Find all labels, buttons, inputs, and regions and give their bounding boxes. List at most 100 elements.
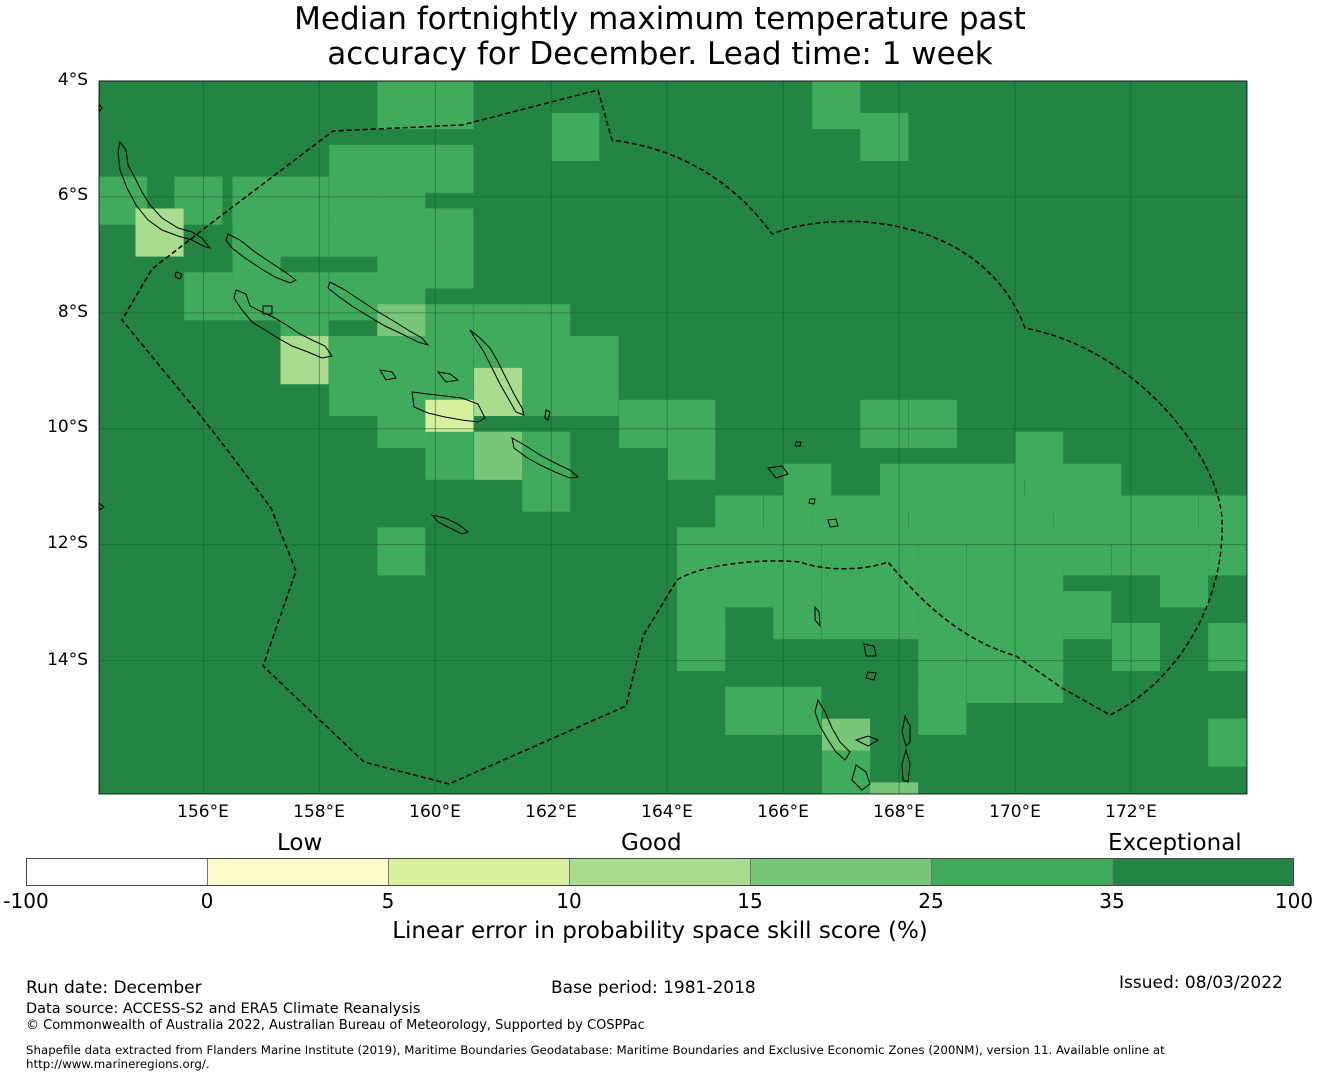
rennell-coastline <box>430 514 470 535</box>
legend-category-exceptional: Exceptional <box>1108 830 1242 856</box>
skill-cell <box>522 463 571 512</box>
new-georgia-coastline <box>233 289 333 359</box>
skill-cell <box>329 208 378 257</box>
gaua-coastline <box>863 643 877 657</box>
skill-cell <box>812 81 861 130</box>
lon-label-156e: 156°E <box>177 802 229 822</box>
skill-cell <box>667 431 716 480</box>
eez-boundary-dashed <box>121 89 1223 785</box>
skill-cell <box>551 112 600 161</box>
skill-cell <box>425 431 474 480</box>
run-date: Run date: December <box>26 978 202 998</box>
skill-cell <box>1063 591 1112 640</box>
small-island-d <box>794 441 802 447</box>
map-frame <box>98 80 1248 795</box>
skill-cell <box>870 782 919 794</box>
small-island-f <box>814 605 821 628</box>
ambae-coastline <box>854 735 880 747</box>
lon-label-172e: 172°E <box>1105 802 1157 822</box>
skill-cell <box>860 112 909 161</box>
colorbar-segment <box>208 859 389 885</box>
lat-label-4s: 4°S <box>57 70 88 90</box>
skill-cell <box>967 654 1016 703</box>
legend-category-low: Low <box>277 830 323 856</box>
skill-cell <box>280 208 329 257</box>
lon-label-160e: 160°E <box>409 802 461 822</box>
lon-label-162e: 162°E <box>525 802 577 822</box>
skill-cell <box>329 272 378 321</box>
malekula-coastline <box>851 764 871 791</box>
santa-cruz-coastline <box>767 465 789 479</box>
colorbar-tick: 5 <box>381 889 395 913</box>
skill-cell <box>1015 654 1064 703</box>
skill-cells <box>99 81 1247 794</box>
skill-cell <box>425 240 474 289</box>
colorbar-tick: -100 <box>3 889 49 913</box>
colorbar-tick: 25 <box>918 889 944 913</box>
skill-cell <box>918 686 967 735</box>
shapefile-credit-line-1: Shapefile data extracted from Flanders M… <box>26 1043 1165 1057</box>
espiritu-santo-coastline <box>814 698 851 761</box>
skill-cell <box>570 367 619 416</box>
skill-cell <box>1208 527 1247 576</box>
lat-label-6s: 6°S <box>57 185 88 205</box>
skill-cell <box>822 591 871 640</box>
lat-label-12s: 12°S <box>47 533 88 553</box>
bougainville-coastline <box>117 140 212 249</box>
vanikoro-coastline <box>827 518 839 528</box>
colorbar-segment <box>932 859 1113 885</box>
makira-coastline <box>511 437 580 479</box>
colorbar-segment <box>570 859 751 885</box>
lat-label-10s: 10°S <box>47 417 88 437</box>
skill-cell <box>1208 623 1247 672</box>
colorbar <box>26 858 1294 886</box>
skill-cell <box>377 399 426 448</box>
issued-date: Issued: 08/03/2022 <box>1119 973 1283 993</box>
lon-label-158e: 158°E <box>293 802 345 822</box>
lat-label-8s: 8°S <box>57 302 88 322</box>
colorbar-segment <box>389 859 570 885</box>
skill-cell <box>909 399 958 448</box>
skill-cell <box>1063 527 1112 576</box>
colorbar-tick: 0 <box>200 889 214 913</box>
colorbar-title: Linear error in probability space skill … <box>392 918 928 944</box>
colorbar-tick: 35 <box>1099 889 1125 913</box>
maewo-coastline <box>901 714 911 747</box>
base-period: Base period: 1981-2018 <box>551 978 756 998</box>
skill-cell <box>1208 718 1247 767</box>
vanua-lava-coastline <box>865 671 877 681</box>
skill-cell <box>135 208 184 257</box>
lon-label-164e: 164°E <box>641 802 693 822</box>
colorbar-tick: 10 <box>556 889 582 913</box>
skill-cell <box>474 367 523 416</box>
lon-label-168e: 168°E <box>873 802 925 822</box>
skill-cell <box>184 272 233 321</box>
data-source: Data source: ACCESS-S2 and ERA5 Climate … <box>26 1001 421 1017</box>
skill-cell <box>329 367 378 416</box>
skill-cell <box>860 399 909 448</box>
skill-cell <box>822 750 871 794</box>
florida-islands-coastline <box>436 371 460 383</box>
guadalcanal-coastline <box>411 391 486 423</box>
map-title-line-2: accuracy for December. Lead time: 1 week <box>327 36 993 72</box>
skill-cell <box>1160 559 1209 608</box>
skill-cell <box>522 367 571 416</box>
lat-label-14s: 14°S <box>47 650 88 670</box>
choiseul-coastline <box>225 233 297 284</box>
russell-islands-coastline <box>379 369 397 381</box>
skill-cell <box>1111 527 1160 576</box>
lon-label-170e: 170°E <box>989 802 1041 822</box>
colorbar-segment <box>751 859 932 885</box>
malaita-coastline <box>469 329 525 416</box>
skill-cell <box>870 591 919 640</box>
colorbar-tick: 15 <box>737 889 763 913</box>
graticule <box>99 80 1247 794</box>
lon-label-166e: 166°E <box>757 802 809 822</box>
colorbar-tick: 100 <box>1274 889 1314 913</box>
skill-cell <box>1111 623 1160 672</box>
pentecost-coastline <box>901 748 911 783</box>
map-title-line-1: Median fortnightly maximum temperature p… <box>294 1 1026 37</box>
small-island-b <box>262 305 273 315</box>
small-island-e <box>808 498 816 505</box>
